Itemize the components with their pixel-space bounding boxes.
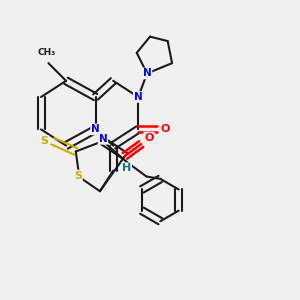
Text: S: S: [74, 171, 82, 181]
Text: H: H: [122, 163, 131, 173]
Text: N: N: [98, 134, 107, 144]
Text: N: N: [91, 124, 100, 134]
Text: N: N: [134, 92, 142, 102]
Text: O: O: [160, 124, 169, 134]
Text: O: O: [144, 133, 154, 142]
Text: N: N: [143, 68, 152, 78]
Text: CH₃: CH₃: [38, 48, 56, 57]
Text: S: S: [40, 136, 49, 146]
